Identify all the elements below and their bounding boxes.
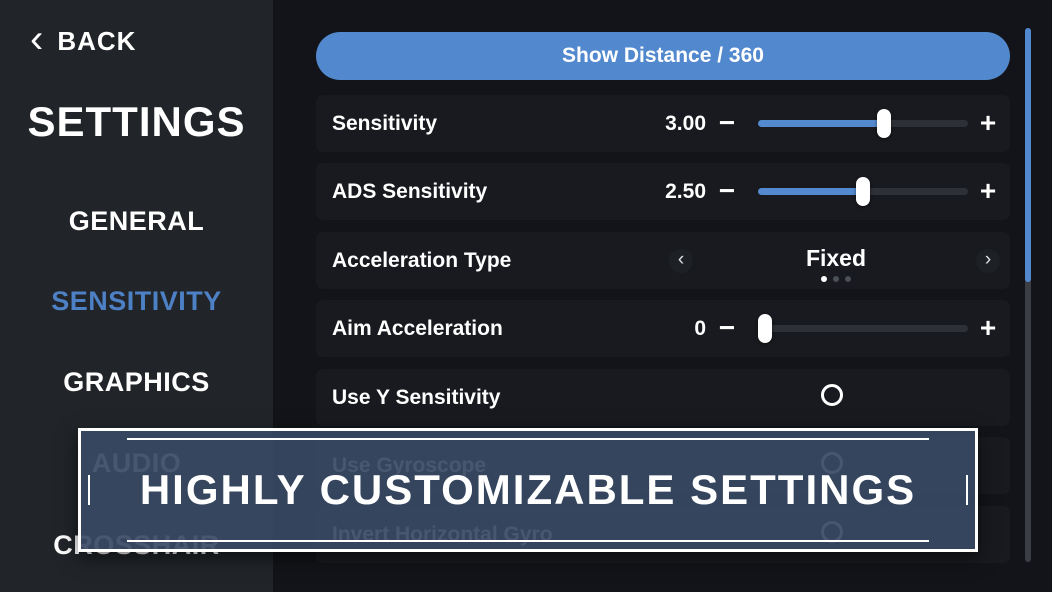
next-chevron-icon: › bbox=[984, 249, 992, 270]
setting-row-use-y-sensitivity: Use Y Sensitivity bbox=[316, 369, 1010, 426]
setting-row-sensitivity: Sensitivity 3.00− + bbox=[316, 95, 1010, 152]
banner-inner-border-top bbox=[127, 438, 929, 440]
setting-label: Use Y Sensitivity bbox=[332, 386, 501, 409]
carousel-dot bbox=[833, 276, 839, 282]
scrollbar-thumb[interactable] bbox=[1025, 28, 1031, 282]
banner-inner-border-right bbox=[966, 475, 968, 505]
show-distance-button[interactable]: Show Distance / 360 bbox=[316, 32, 1010, 80]
plus-icon: + bbox=[979, 107, 997, 138]
setting-label: Sensitivity bbox=[332, 112, 438, 135]
slider-thumb[interactable] bbox=[856, 177, 870, 206]
carousel-value: Fixed bbox=[805, 245, 867, 271]
banner-text: HIGHLY CUSTOMIZABLE SETTINGS bbox=[139, 466, 917, 513]
setting-label: Aim Acceleration bbox=[332, 317, 503, 340]
decrease-button[interactable]: − bbox=[713, 300, 741, 357]
plus-icon: + bbox=[979, 175, 997, 206]
toggle-circle[interactable] bbox=[821, 384, 843, 406]
setting-label: Acceleration Type bbox=[332, 249, 512, 272]
slider-thumb[interactable] bbox=[877, 109, 891, 138]
sidebar-item-graphics[interactable]: GRAPHICS bbox=[63, 367, 210, 397]
decrease-button[interactable]: − bbox=[713, 163, 741, 220]
setting-row-acceleration-type: Acceleration Type ‹ Fixed › bbox=[316, 232, 1010, 289]
scrollbar-track[interactable] bbox=[1025, 28, 1031, 562]
decrease-button[interactable]: − bbox=[713, 95, 741, 152]
setting-row-ads-sensitivity: ADS Sensitivity 2.50− + bbox=[316, 163, 1010, 220]
banner-inner-border-bottom bbox=[127, 540, 929, 542]
banner-inner-border-left bbox=[88, 475, 90, 505]
plus-icon: + bbox=[979, 312, 997, 343]
back-chevron-icon: ‹ bbox=[30, 16, 44, 61]
back-label: BACK bbox=[57, 26, 137, 56]
setting-row-aim-acceleration: Aim Acceleration 0− + bbox=[316, 300, 1010, 357]
prev-chevron-icon: ‹ bbox=[677, 249, 685, 270]
slider-fill bbox=[758, 120, 884, 127]
carousel-dot bbox=[845, 276, 851, 282]
carousel-dot bbox=[821, 276, 827, 282]
slider-thumb[interactable] bbox=[758, 314, 772, 343]
minus-icon: − bbox=[718, 312, 736, 343]
minus-icon: − bbox=[718, 175, 736, 206]
promo-banner: HIGHLY CUSTOMIZABLE SETTINGS bbox=[78, 428, 978, 552]
sidebar-item-general[interactable]: GENERAL bbox=[68, 206, 205, 236]
back-button[interactable]: ‹ BACK bbox=[30, 19, 137, 59]
sidebar-item-sensitivity[interactable]: SENSITIVITY bbox=[51, 286, 222, 316]
increase-button[interactable]: + bbox=[974, 300, 1002, 357]
next-option-button[interactable]: › bbox=[976, 249, 1000, 273]
page-title: SETTINGS bbox=[27, 98, 246, 145]
setting-label: ADS Sensitivity bbox=[332, 180, 488, 203]
minus-icon: − bbox=[718, 107, 736, 138]
increase-button[interactable]: + bbox=[974, 95, 1002, 152]
slider-track[interactable] bbox=[758, 314, 968, 343]
slider-track[interactable] bbox=[758, 177, 968, 206]
prev-option-button[interactable]: ‹ bbox=[669, 249, 693, 273]
carousel-dots bbox=[736, 274, 936, 282]
increase-button[interactable]: + bbox=[974, 163, 1002, 220]
slider-track[interactable] bbox=[758, 109, 968, 138]
setting-value: 3.00 bbox=[665, 112, 706, 135]
slider-fill bbox=[758, 188, 863, 195]
setting-value: 0 bbox=[694, 317, 706, 340]
setting-value: 2.50 bbox=[665, 180, 706, 203]
